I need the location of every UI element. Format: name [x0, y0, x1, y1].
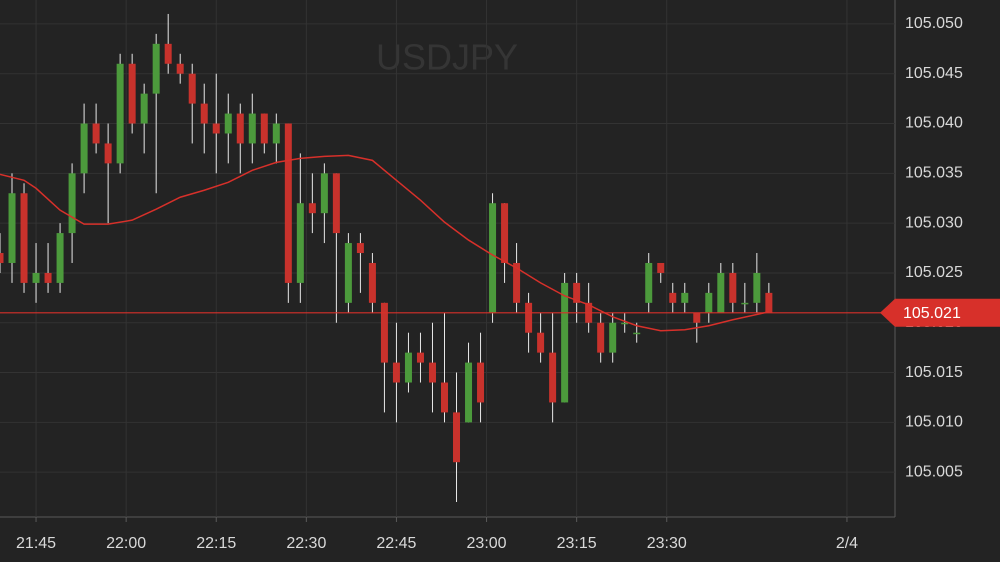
- candle-body: [681, 292, 689, 303]
- y-tick-label: 105.035: [905, 165, 963, 182]
- candle-body: [404, 352, 412, 383]
- x-tick-label: 22:15: [196, 535, 236, 552]
- y-tick-label: 105.015: [905, 364, 963, 381]
- candle-body: [392, 362, 400, 383]
- candle-body: [609, 322, 617, 353]
- candle-body: [537, 332, 545, 353]
- candle-body: [428, 362, 436, 383]
- watermark-title: USDJPY: [376, 37, 518, 78]
- candle-body: [573, 282, 581, 303]
- candle-body: [525, 302, 533, 333]
- candle-body: [320, 173, 328, 214]
- x-tick-label: 22:30: [286, 535, 326, 552]
- y-tick-label: 105.040: [905, 115, 963, 132]
- candle-body: [717, 272, 725, 313]
- y-tick-label: 105.045: [905, 65, 963, 82]
- x-tick-label: 23:15: [557, 535, 597, 552]
- candle-body: [0, 253, 4, 263]
- x-tick-label: 22:45: [376, 535, 416, 552]
- candle-body: [188, 73, 196, 104]
- candle-body: [765, 292, 773, 313]
- last-price-label: 105.021: [903, 305, 961, 322]
- x-tick-label: 23:30: [647, 535, 687, 552]
- candle-body: [368, 262, 376, 303]
- candle-body: [272, 123, 280, 144]
- candle-body: [645, 262, 653, 303]
- candle-body: [597, 322, 605, 353]
- candle-body: [116, 63, 124, 164]
- y-tick-label: 105.050: [905, 15, 963, 32]
- candle-body: [92, 123, 100, 144]
- candle-body: [260, 113, 268, 144]
- candle-body: [68, 173, 76, 234]
- candle-body: [176, 63, 184, 74]
- candle-body: [128, 63, 136, 124]
- candle-body: [416, 352, 424, 363]
- x-tick-label: 22:00: [106, 535, 146, 552]
- candle-body: [224, 113, 232, 134]
- candle-body: [284, 123, 292, 283]
- candle-body: [104, 143, 112, 164]
- y-tick-label: 105.025: [905, 264, 963, 281]
- candle-body: [705, 292, 713, 313]
- candle-body: [152, 43, 160, 94]
- candle-body: [212, 123, 220, 134]
- candle-body: [753, 272, 761, 303]
- candle-body: [356, 243, 364, 254]
- x-tick-label: 21:45: [16, 535, 56, 552]
- candle-body: [296, 203, 304, 283]
- candle-body: [477, 362, 485, 403]
- candle-body: [741, 302, 749, 305]
- moving-average-line: [0, 154, 770, 332]
- x-tick-label: 2/4: [836, 535, 858, 552]
- candle-body: [200, 103, 208, 124]
- candle-body: [164, 43, 172, 64]
- candle-body: [44, 272, 52, 283]
- candle-body: [633, 332, 641, 335]
- candle-body: [453, 412, 461, 463]
- candle-body: [80, 123, 88, 174]
- candle-body: [501, 203, 509, 263]
- candle-body: [729, 272, 737, 303]
- candle-body: [489, 203, 497, 313]
- y-tick-label: 105.030: [905, 214, 963, 231]
- y-tick-label: 105.010: [905, 414, 963, 431]
- candle-body: [440, 382, 448, 413]
- y-tick-label: 105.005: [905, 463, 963, 480]
- candle-body: [332, 173, 340, 234]
- candle-body: [465, 362, 473, 423]
- candle-body: [549, 352, 557, 403]
- candle-body: [344, 243, 352, 303]
- candle-body: [621, 322, 629, 325]
- candle-body: [669, 292, 677, 303]
- candle-body: [140, 93, 148, 124]
- last-price-tag: [880, 298, 1000, 327]
- candle-body: [248, 113, 256, 144]
- candle-body: [308, 203, 316, 214]
- candle-body: [693, 312, 701, 323]
- candle-body: [32, 272, 40, 283]
- candle-body: [513, 262, 521, 303]
- x-tick-label: 23:00: [467, 535, 507, 552]
- candle-body: [236, 113, 244, 144]
- candle-body: [380, 302, 388, 363]
- candle-body: [56, 233, 64, 283]
- candle-body: [20, 193, 28, 283]
- candle-body: [657, 262, 665, 273]
- candle-body: [561, 282, 569, 403]
- candle-body: [8, 193, 16, 263]
